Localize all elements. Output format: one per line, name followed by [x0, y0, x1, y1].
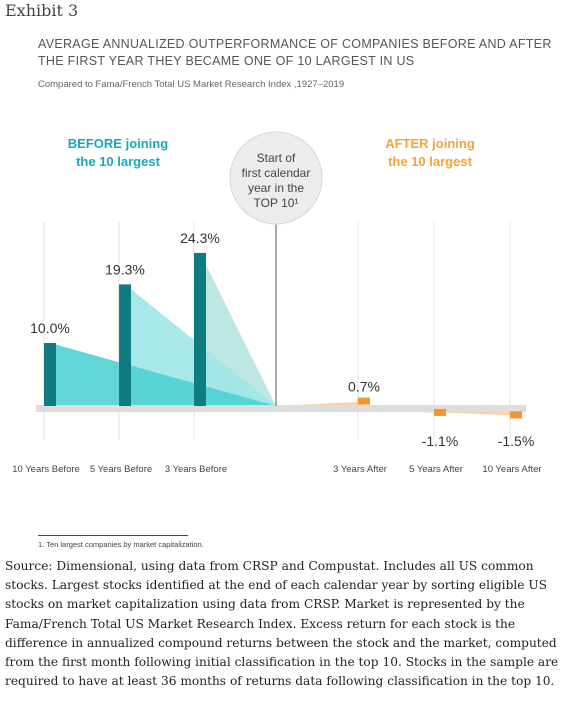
fill-10-years-before [50, 343, 276, 406]
category-label-2: 3 Years Before [165, 464, 227, 475]
fill-3-years-after [276, 401, 364, 406]
category-label-5: 10 Years After [482, 464, 541, 475]
before-group-label: BEFORE joining the 10 largest [68, 136, 168, 169]
bar-3-years-before [194, 252, 206, 406]
chart-subtitle: Compared to Fama/French Total US Market … [38, 79, 345, 90]
bar-10-years-after [510, 411, 522, 419]
category-label-3: 3 Years After [333, 464, 387, 475]
footnote: 1. Ten largest companies by market capit… [38, 540, 204, 549]
category-label-0: 10 Years Before [12, 464, 80, 475]
category-label-4: 5 Years After [409, 464, 463, 475]
chart-title: AVERAGE ANNUALIZED OUTPERFORMANCE OF COM… [38, 37, 552, 68]
category-label-1: 5 Years Before [90, 464, 152, 475]
value-label-0: 10.0% [30, 320, 70, 336]
value-label-4: -1.1% [422, 433, 459, 449]
value-label-3: 0.7% [348, 379, 380, 395]
value-labels: 10.0% 19.3% 24.3% 0.7% -1.1% -1.5% [30, 230, 534, 449]
center-label: Start of first calendar year in the TOP 10¹ [242, 151, 311, 210]
bar-5-years-before [119, 284, 131, 406]
bar-10-years-before [44, 343, 56, 406]
value-label-2: 24.3% [180, 230, 220, 246]
footnote-divider [38, 535, 188, 536]
bar-3-years-after [358, 397, 370, 405]
zero-baseline [36, 405, 526, 412]
source-note: Source: Dimensional, using data from CRS… [5, 559, 559, 689]
after-group-label: AFTER joining the 10 largest [385, 136, 475, 169]
center-badge: Start of first calendar year in the TOP 10¹ [229, 131, 323, 225]
outperformance-chart: 10.0% 19.3% 24.3% 0.7% -1.1% -1.5% 10 Years B… [12, 131, 542, 475]
exhibit-label: Exhibit 3 [5, 1, 79, 20]
value-label-1: 19.3% [105, 261, 145, 277]
bar-5-years-after [434, 408, 446, 416]
category-labels: 10 Years Before 5 Years Before 3 Years Bef… [12, 464, 541, 475]
value-label-5: -1.5% [498, 433, 535, 449]
bars [44, 252, 522, 419]
